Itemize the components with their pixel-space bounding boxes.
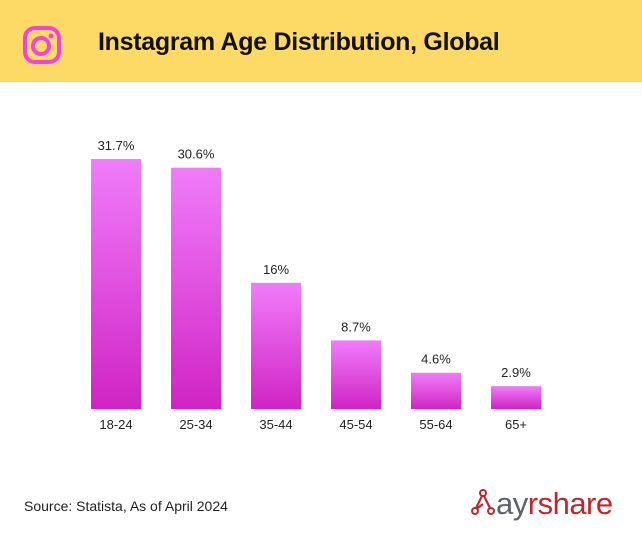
source-note: Source: Statista, As of April 2024 bbox=[24, 498, 228, 514]
x-tick-label: 45-54 bbox=[339, 417, 372, 432]
data-label: 4.6% bbox=[421, 352, 451, 367]
logo-wordmark: ayrshare bbox=[496, 488, 613, 519]
x-tick-label: 18-24 bbox=[99, 417, 132, 432]
ayrshare-logo: ayrshare bbox=[470, 486, 613, 520]
x-tick-label: 35-44 bbox=[259, 417, 292, 432]
data-label: 30.6% bbox=[178, 147, 215, 162]
chart-title: Instagram Age Distribution, Global bbox=[98, 28, 500, 56]
bar-65+ bbox=[491, 386, 541, 409]
bar-35-44 bbox=[251, 282, 301, 409]
bar-55-64 bbox=[411, 372, 461, 409]
x-tick-label: 65+ bbox=[505, 417, 527, 432]
instagram-icon bbox=[23, 26, 61, 64]
data-label: 8.7% bbox=[341, 319, 371, 334]
data-label: 2.9% bbox=[501, 365, 531, 380]
bar-45-54 bbox=[331, 340, 381, 409]
data-label: 31.7% bbox=[98, 138, 135, 153]
logo-text-ay: ay bbox=[496, 485, 528, 521]
header-banner: Instagram Age Distribution, Global bbox=[0, 0, 642, 82]
x-tick-label: 55-64 bbox=[419, 417, 452, 432]
bar-25-34 bbox=[171, 167, 221, 409]
x-tick-label: 25-34 bbox=[179, 417, 212, 432]
logo-text-rshare: rshare bbox=[527, 485, 613, 521]
bar-chart: 31.7% 18-24 30.6% 25-34 16% 35-44 8.7% 45-54 4.6… bbox=[91, 138, 541, 432]
ayrshare-network-icon bbox=[471, 489, 495, 515]
bar-18-24 bbox=[91, 159, 141, 409]
data-label: 16% bbox=[263, 262, 289, 277]
